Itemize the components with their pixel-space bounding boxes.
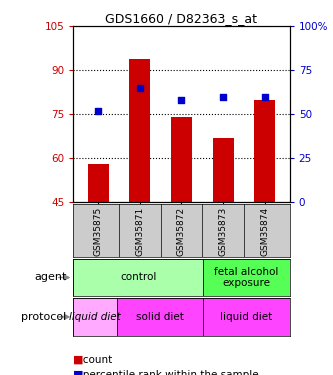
- Text: fetal alcohol
exposure: fetal alcohol exposure: [214, 267, 279, 288]
- Bar: [171, 117, 192, 202]
- Bar: [130, 58, 150, 202]
- Bar: [203, 259, 290, 296]
- Text: GSM35874: GSM35874: [260, 207, 269, 256]
- Bar: [203, 298, 290, 336]
- Text: GSM35872: GSM35872: [177, 207, 186, 256]
- Text: GSM35871: GSM35871: [135, 207, 145, 256]
- Text: count: count: [73, 355, 113, 365]
- Point: [179, 97, 184, 103]
- Text: liquid diet: liquid diet: [69, 312, 121, 322]
- Bar: [88, 164, 109, 202]
- Text: GSM35873: GSM35873: [218, 207, 228, 256]
- Title: GDS1660 / D82363_s_at: GDS1660 / D82363_s_at: [106, 12, 257, 25]
- Text: agent: agent: [34, 273, 67, 282]
- Bar: [254, 100, 275, 202]
- Text: control: control: [120, 273, 157, 282]
- Bar: [73, 298, 117, 336]
- Bar: [213, 138, 233, 202]
- Text: liquid diet: liquid diet: [220, 312, 272, 322]
- Text: ■: ■: [73, 370, 84, 375]
- Point: [262, 94, 267, 100]
- Text: percentile rank within the sample: percentile rank within the sample: [73, 370, 259, 375]
- Bar: [73, 259, 203, 296]
- Text: protocol: protocol: [21, 312, 67, 322]
- Point: [96, 108, 101, 114]
- Point: [137, 85, 143, 91]
- Text: GSM35875: GSM35875: [94, 207, 103, 256]
- Bar: [117, 298, 203, 336]
- Text: ■: ■: [73, 355, 84, 365]
- Text: solid diet: solid diet: [136, 312, 184, 322]
- Point: [220, 94, 226, 100]
